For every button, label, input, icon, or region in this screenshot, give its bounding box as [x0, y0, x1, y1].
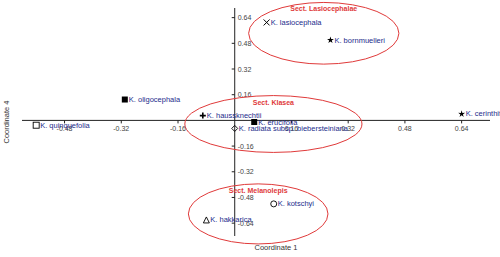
- y-tick: [232, 69, 235, 70]
- x-tick: [461, 120, 462, 123]
- y-tick-label: 0.32: [238, 66, 252, 73]
- marks: [33, 19, 465, 222]
- section-ellipse: [188, 184, 328, 244]
- y-tick: [232, 197, 235, 198]
- x-tick-label: 0.48: [398, 125, 412, 132]
- y-tick-label: -0.32: [238, 168, 254, 175]
- point-label: K. haussknechtii: [207, 111, 262, 120]
- section-label: Sect. Melanolepis: [229, 187, 288, 195]
- point-label: K. cerinthifolia: [466, 109, 500, 118]
- y-tick: [232, 171, 235, 172]
- point: [458, 110, 465, 117]
- point-label: K. oligocephala: [129, 95, 181, 104]
- y-tick-label: -0.48: [238, 194, 254, 201]
- point: [232, 125, 238, 131]
- section-ellipse: [185, 96, 362, 153]
- section-ellipse: [249, 2, 399, 64]
- y-tick: [232, 17, 235, 18]
- point: [33, 122, 39, 128]
- y-tick: [232, 146, 235, 147]
- x-tick-label: -0.32: [113, 125, 129, 132]
- point: [122, 97, 128, 103]
- section-label: Sect. Lasiocephalae: [290, 5, 357, 13]
- y-tick: [232, 43, 235, 44]
- section-label: Sect. Klasea: [253, 99, 294, 106]
- point-label: K. kotschyi: [278, 199, 315, 208]
- point: [264, 19, 270, 25]
- x-tick: [121, 120, 122, 123]
- point-label: K. radiata subsp. biebersteiniana: [239, 124, 349, 133]
- y-tick-label: 0.64: [238, 14, 252, 21]
- point: [327, 37, 334, 44]
- x-tick-label: -0.16: [170, 125, 186, 132]
- y-tick-label: -0.16: [238, 143, 254, 150]
- point: [271, 201, 277, 207]
- point-label: K. lasiocephala: [271, 18, 323, 27]
- point-label: K. quinquefolia: [40, 121, 90, 130]
- point: [200, 113, 206, 119]
- sections: Sect. Lasiocephalae Sect. Klasea Sect. Mel…: [185, 2, 399, 243]
- point: [203, 217, 209, 223]
- point-label: K. hakkarica: [210, 215, 252, 224]
- x-tick-label: 0.64: [455, 125, 469, 132]
- x-tick: [404, 120, 405, 123]
- x-tick: [178, 120, 179, 123]
- point-labels: K. lasiocephala K. bornmuelleri K. oligoce…: [40, 18, 500, 224]
- point-label: K. bornmuelleri: [334, 36, 385, 45]
- y-tick: [232, 94, 235, 95]
- y-tick-label: 0.48: [238, 40, 252, 47]
- chart: -0.48-0.32-0.160.160.320.480.64-0.64-0.4…: [0, 0, 500, 257]
- y-axis-label: Coordinate 4: [2, 101, 11, 144]
- y-axis: [234, 8, 235, 236]
